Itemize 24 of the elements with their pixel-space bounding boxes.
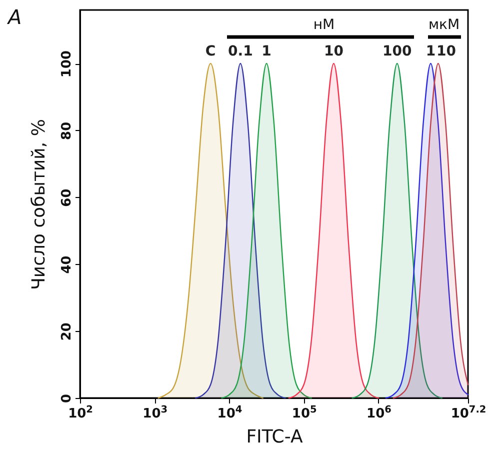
- series-label: 10: [324, 44, 344, 60]
- x-axis-title: FITC-A: [246, 426, 304, 448]
- x-tick-label: 10$^{3}$: [142, 404, 168, 422]
- y-tick-label: 0: [60, 394, 74, 404]
- y-tick-label: 20: [60, 322, 74, 341]
- x-tick-label: 10$^{5}$: [292, 404, 317, 422]
- y-tick-label: 40: [60, 256, 74, 274]
- annotation: нМ: [313, 17, 335, 33]
- series-label: 1: [426, 44, 436, 60]
- y-tick-label: 100: [60, 50, 74, 78]
- series-label: 0.1: [228, 44, 253, 60]
- y-tick-label: 60: [60, 188, 74, 207]
- series-label: 10: [436, 44, 456, 60]
- x-tick-label: 10$^{7.2}$: [450, 404, 486, 422]
- series-label: 1: [262, 44, 272, 60]
- series-label: 100: [382, 44, 412, 60]
- x-tick-label: 10$^{6}$: [366, 404, 392, 422]
- y-axis-title: Число событий, %: [28, 119, 50, 290]
- series-label: C: [205, 44, 216, 60]
- text: A: [6, 5, 22, 29]
- y-tick-label: 80: [60, 122, 74, 140]
- annotation: мкМ: [428, 17, 460, 33]
- x-tick-label: 10$^{2}$: [68, 404, 93, 422]
- x-tick-label: 10$^{4}$: [217, 404, 242, 422]
